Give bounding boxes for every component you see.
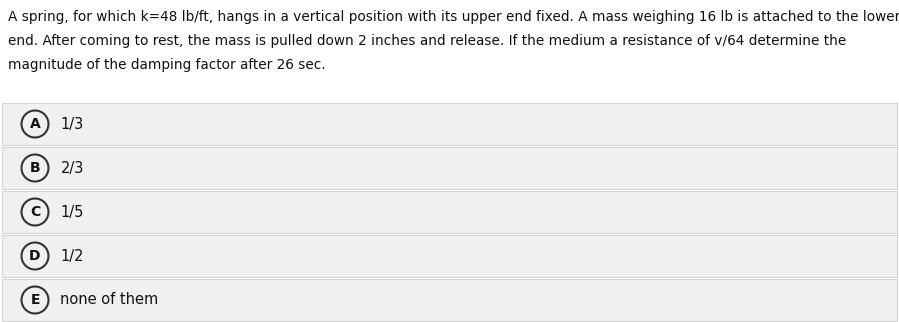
- Text: A spring, for which k=48 lb/ft, hangs in a vertical position with its upper end : A spring, for which k=48 lb/ft, hangs in…: [8, 10, 899, 24]
- FancyBboxPatch shape: [2, 147, 897, 189]
- Ellipse shape: [22, 198, 49, 225]
- Text: 1/5: 1/5: [60, 204, 84, 220]
- Ellipse shape: [22, 155, 49, 182]
- Text: magnitude of the damping factor after 26 sec.: magnitude of the damping factor after 26…: [8, 58, 325, 72]
- Ellipse shape: [22, 287, 49, 314]
- Text: 1/2: 1/2: [60, 249, 84, 263]
- Text: E: E: [31, 293, 40, 307]
- FancyBboxPatch shape: [2, 191, 897, 233]
- FancyBboxPatch shape: [2, 279, 897, 321]
- Text: A: A: [30, 117, 40, 131]
- Ellipse shape: [22, 110, 49, 137]
- Text: 2/3: 2/3: [60, 160, 84, 175]
- Text: none of them: none of them: [60, 292, 159, 308]
- FancyBboxPatch shape: [2, 235, 897, 277]
- Text: D: D: [30, 249, 40, 263]
- Text: B: B: [30, 161, 40, 175]
- Text: C: C: [30, 205, 40, 219]
- Text: 1/3: 1/3: [60, 117, 84, 131]
- Ellipse shape: [22, 242, 49, 270]
- Text: end. After coming to rest, the mass is pulled down 2 inches and release. If the : end. After coming to rest, the mass is p…: [8, 34, 846, 48]
- FancyBboxPatch shape: [2, 103, 897, 145]
